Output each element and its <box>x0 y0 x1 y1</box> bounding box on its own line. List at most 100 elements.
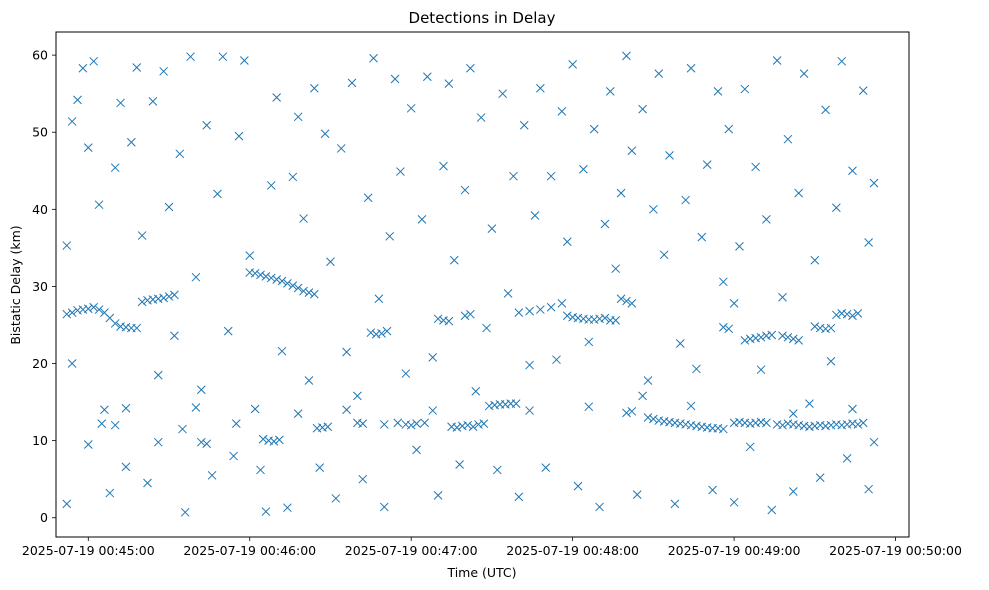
data-point-marker <box>401 420 411 429</box>
data-point-marker <box>342 347 351 357</box>
data-point-marker <box>589 124 599 134</box>
data-point-marker <box>525 406 534 415</box>
x-tick-label: 2025-07-19 00:46:00 <box>183 543 316 558</box>
data-point-marker <box>293 112 303 122</box>
data-point-marker <box>826 420 836 430</box>
x-tick-label: 2025-07-19 00:45:00 <box>22 543 155 558</box>
data-point-marker <box>94 305 104 314</box>
data-point-marker <box>778 331 787 341</box>
data-point-marker <box>751 333 760 343</box>
data-point-marker <box>509 171 518 181</box>
data-point-marker <box>379 420 389 429</box>
data-point-marker <box>702 423 712 432</box>
data-point-marker <box>439 315 448 325</box>
data-point-marker <box>579 314 588 324</box>
data-point-marker <box>622 408 631 418</box>
data-point-marker <box>385 231 395 241</box>
data-point-marker <box>718 322 728 332</box>
data-point-marker <box>815 323 825 333</box>
data-point-marker <box>654 416 664 425</box>
data-point-marker <box>463 420 473 430</box>
data-point-marker <box>821 324 830 334</box>
data-point-marker <box>272 275 282 284</box>
data-point-marker <box>67 117 77 126</box>
data-point-marker <box>422 72 432 82</box>
data-point-marker <box>837 309 847 318</box>
data-point-marker <box>320 129 330 139</box>
data-point-marker <box>250 404 260 414</box>
data-point-marker <box>643 413 653 422</box>
data-point-marker <box>137 231 147 240</box>
data-point-marker <box>180 507 190 517</box>
data-point-marker <box>627 299 637 308</box>
data-point-marker <box>460 311 470 321</box>
data-point-marker <box>627 406 637 416</box>
data-point-marker <box>864 238 873 247</box>
data-point-marker <box>304 376 314 385</box>
data-point-marker <box>121 322 131 332</box>
data-point-marker <box>164 202 174 212</box>
data-point-marker <box>702 160 712 169</box>
data-point-marker <box>309 289 319 299</box>
data-point-marker <box>783 332 793 342</box>
data-point-marker <box>382 326 392 336</box>
data-point-marker <box>848 311 857 321</box>
data-point-marker <box>762 331 771 341</box>
data-point-marker <box>452 423 462 432</box>
data-point-marker <box>751 418 760 428</box>
data-point-marker <box>756 332 766 342</box>
data-point-marker <box>89 56 99 66</box>
data-point-marker <box>229 451 238 461</box>
data-point-marker <box>366 328 376 338</box>
data-point-marker <box>466 63 475 73</box>
data-point-marker <box>810 421 820 431</box>
data-point-marker <box>439 161 448 171</box>
data-point-marker <box>312 423 322 433</box>
data-point-marker <box>336 144 346 153</box>
data-point-marker <box>595 314 604 324</box>
data-point-marker <box>675 419 685 429</box>
data-point-marker <box>256 465 265 475</box>
scatter-markers <box>62 51 879 517</box>
data-point-marker <box>89 302 99 312</box>
data-point-marker <box>638 391 647 401</box>
y-axis-title: Bistatic Delay (km) <box>8 225 23 344</box>
data-point-marker <box>94 200 104 210</box>
data-point-marker <box>805 399 814 408</box>
data-point-marker <box>826 356 836 366</box>
data-point-marker <box>175 149 185 159</box>
data-point-marker <box>745 334 755 344</box>
x-tick-label: 2025-07-19 00:48:00 <box>506 543 639 558</box>
data-point-marker <box>293 283 303 293</box>
data-point-marker <box>83 440 93 449</box>
y-tick-label: 0 <box>40 510 48 525</box>
data-point-marker <box>772 420 782 429</box>
data-point-marker <box>842 309 852 319</box>
data-point-marker <box>805 422 814 432</box>
data-point-marker <box>62 309 72 319</box>
data-point-marker <box>202 120 212 130</box>
data-point-marker <box>231 419 241 429</box>
data-point-marker <box>67 308 77 317</box>
data-point-marker <box>557 299 567 308</box>
data-point-marker <box>78 63 88 73</box>
data-point-marker <box>153 294 163 304</box>
data-point-marker <box>159 293 168 303</box>
data-point-marker <box>412 445 421 455</box>
data-point-marker <box>783 134 793 144</box>
data-point-marker <box>724 324 734 334</box>
data-point-marker <box>788 420 798 429</box>
data-point-marker <box>164 292 174 301</box>
data-point-marker <box>153 437 163 447</box>
x-axis-title: Time (UTC) <box>446 565 516 580</box>
data-point-marker <box>143 478 152 488</box>
data-point-marker <box>745 442 755 452</box>
x-tick-label: 2025-07-19 00:49:00 <box>668 543 801 558</box>
data-point-marker <box>202 439 212 449</box>
data-point-marker <box>584 337 594 347</box>
data-point-marker <box>460 185 470 195</box>
data-point-marker <box>799 421 809 431</box>
data-point-marker <box>686 420 696 430</box>
data-point-marker <box>697 422 707 432</box>
y-tick-label: 60 <box>32 48 48 63</box>
